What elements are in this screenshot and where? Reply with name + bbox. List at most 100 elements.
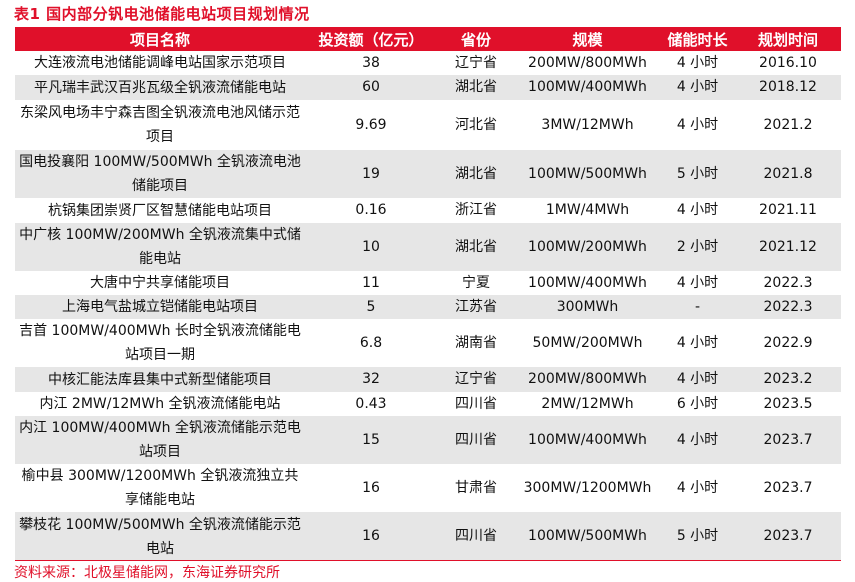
cell-scale: 200MW/800MWh: [515, 367, 660, 392]
cell-province: 浙江省: [455, 202, 497, 218]
cell-investment: 19: [305, 150, 437, 198]
cell-investment: 6.8: [359, 334, 383, 351]
cell-scale: 300MWh: [515, 295, 660, 319]
table-row: 内江 100MW/400MWh 全钒液流储能示范电站项目 15 四川省 100MW/4…: [15, 416, 841, 464]
cell-name: 内江 100MW/400MWh 全钒液流储能示范电站项目: [15, 416, 305, 464]
cell-province: 湖北省: [437, 150, 515, 198]
cell-investment: 16: [362, 479, 380, 496]
cell-investment: 5: [305, 295, 437, 319]
source-note: 资料来源：北极星储能网，东海证券研究所: [14, 565, 280, 581]
cell-name: 中广核 100MW/200MWh 全钒液流集中式储能电站: [15, 223, 305, 271]
cell-province: 宁夏: [462, 274, 490, 291]
cell-time: 2022.9: [763, 334, 813, 351]
cell-duration: 4 小时: [676, 334, 719, 351]
cell-investment: 10: [305, 223, 437, 271]
cell-time: 2022.3: [763, 274, 813, 291]
table-row: 东梁风电场丰宁森吉图全钒液流电池风储示范项目 9.69 河北省 3MW/12MWh 4 …: [15, 100, 841, 150]
cell-investment: 38: [362, 54, 380, 71]
cell-investment: 0.16: [355, 202, 387, 218]
table-row: 中核汇能法库县集中式新型储能项目 32 辽宁省 200MW/800MWh 4 小时 202…: [15, 367, 841, 392]
cell-time: 2023.2: [735, 367, 841, 392]
header-row: 项目名称 投资额（亿元） 省份 规模 储能时长 规划时间: [15, 27, 841, 51]
cell-time: 2021.8: [735, 150, 841, 198]
cell-duration: 4 小时: [676, 274, 719, 291]
table-row: 大唐中宁共享储能项目 11 宁夏 100MW/400MWh 4 小时 2022.3: [15, 271, 841, 295]
cell-name: 攀枝花 100MW/500MWh 全钒液流储能示范电站: [15, 512, 305, 561]
cell-duration: 4 小时: [676, 116, 719, 133]
cell-scale: 100MW/400MWh: [515, 416, 660, 464]
cell-province: 辽宁省: [437, 367, 515, 392]
table-row: 上海电气盐城立铠储能电站项目 5 江苏省 300MWh -2022.3: [15, 295, 841, 319]
header-province: 省份: [437, 27, 515, 51]
cell-province: 甘肃省: [455, 479, 497, 496]
cell-province: 四川省: [455, 395, 497, 412]
table-row: 吉首 100MW/400MWh 长时全钒液流储能电站项目一期 6.8 湖南省 50MW…: [15, 319, 841, 367]
cell-duration: 4 小时: [676, 202, 719, 218]
cell-investment: 15: [305, 416, 437, 464]
cell-duration: 6 小时: [676, 395, 719, 412]
cell-time: 2018.12: [735, 75, 841, 100]
cell-time: 2023.7: [763, 479, 813, 496]
cell-scale: 3MW/12MWh: [541, 116, 634, 133]
cell-time: 2023.7: [735, 416, 841, 464]
cell-name: 东梁风电场丰宁森吉图全钒液流电池风储示范项目: [20, 105, 300, 145]
cell-province: 江苏省: [437, 295, 515, 319]
cell-name: 上海电气盐城立铠储能电站项目: [15, 295, 305, 319]
cell-time: 2016.10: [759, 54, 817, 71]
cell-name: 大唐中宁共享储能项目: [90, 275, 230, 291]
cell-name: 国电投襄阳 100MW/500MWh 全钒液流电池储能项目: [15, 150, 305, 198]
cell-name: 中核汇能法库县集中式新型储能项目: [15, 367, 305, 392]
header-duration: 储能时长: [660, 27, 735, 51]
cell-scale: 200MW/800MWh: [528, 54, 647, 71]
cell-province: 湖北省: [437, 75, 515, 100]
cell-duration: 2 小时: [660, 223, 735, 271]
table-title: 表1 国内部分钒电池储能电站项目规划情况: [14, 5, 310, 23]
header-investment: 投资额（亿元）: [305, 27, 437, 51]
cell-time: 2022.3: [735, 295, 841, 319]
cell-time: 2021.12: [735, 223, 841, 271]
cell-scale: 100MW/200MWh: [515, 223, 660, 271]
header-time: 规划时间: [735, 27, 841, 51]
cell-province: 四川省: [437, 512, 515, 561]
cell-time: 2023.5: [763, 395, 813, 412]
cell-province: 湖南省: [455, 334, 497, 351]
projects-table: 项目名称 投资额（亿元） 省份 规模 储能时长 规划时间 大连液流电池储能调峰电…: [15, 27, 841, 561]
header-name: 项目名称: [15, 27, 305, 51]
cell-scale: 50MW/200MWh: [532, 334, 643, 351]
cell-investment: 60: [305, 75, 437, 100]
cell-scale: 1MW/4MWh: [545, 202, 630, 218]
cell-investment: 0.43: [355, 395, 387, 412]
cell-duration: 4 小时: [660, 416, 735, 464]
cell-name: 内江 2MW/12MWh 全钒液流储能电站: [39, 396, 281, 412]
cell-scale: 100MW/400MWh: [528, 274, 647, 291]
table-row: 平凡瑞丰武汉百兆瓦级全钒液流储能电站 60 湖北省 100MW/400MWh 4 小时 2…: [15, 75, 841, 100]
cell-province: 湖北省: [437, 223, 515, 271]
cell-scale: 2MW/12MWh: [541, 395, 634, 412]
cell-name: 杭锅集团崇贤厂区智慧储能电站项目: [48, 202, 272, 219]
table-row: 内江 2MW/12MWh 全钒液流储能电站 0.43 四川省 2MW/12MWh 6 小…: [15, 392, 841, 416]
cell-investment: 32: [305, 367, 437, 392]
cell-time: 2023.7: [735, 512, 841, 561]
cell-duration: 4 小时: [676, 479, 719, 496]
cell-duration: 4 小时: [676, 54, 719, 71]
cell-duration: 4 小时: [660, 75, 735, 100]
cell-scale: 100MW/500MWh: [515, 150, 660, 198]
cell-investment: 9.69: [355, 116, 387, 133]
table-row: 攀枝花 100MW/500MWh 全钒液流储能示范电站 16 四川省 100MW/50…: [15, 512, 841, 561]
cell-duration: -: [660, 295, 735, 319]
cell-scale: 100MW/400MWh: [515, 75, 660, 100]
cell-province: 河北省: [455, 116, 497, 133]
cell-duration: 5 小时: [660, 512, 735, 561]
cell-scale: 300MW/1200MWh: [523, 479, 652, 496]
table-row: 杭锅集团崇贤厂区智慧储能电站项目 0.16 浙江省 1MW/4MWh 4 小时 2021.…: [15, 198, 841, 223]
cell-time: 2021.11: [759, 202, 817, 218]
table-row: 国电投襄阳 100MW/500MWh 全钒液流电池储能项目 19 湖北省 100MW/…: [15, 150, 841, 198]
table-row: 中广核 100MW/200MWh 全钒液流集中式储能电站 10 湖北省 100MW/2…: [15, 223, 841, 271]
table-bottom-rule: [15, 560, 841, 561]
cell-province: 辽宁省: [455, 54, 497, 71]
table-row: 大连液流电池储能调峰电站国家示范项目 38 辽宁省 200MW/800MWh 4 小时 2…: [15, 51, 841, 75]
cell-duration: 4 小时: [660, 367, 735, 392]
cell-name: 平凡瑞丰武汉百兆瓦级全钒液流储能电站: [15, 75, 305, 100]
table-row: 榆中县 300MW/1200MWh 全钒液流独立共享储能电站 16 甘肃省 300MW…: [15, 464, 841, 512]
header-scale: 规模: [515, 27, 660, 51]
